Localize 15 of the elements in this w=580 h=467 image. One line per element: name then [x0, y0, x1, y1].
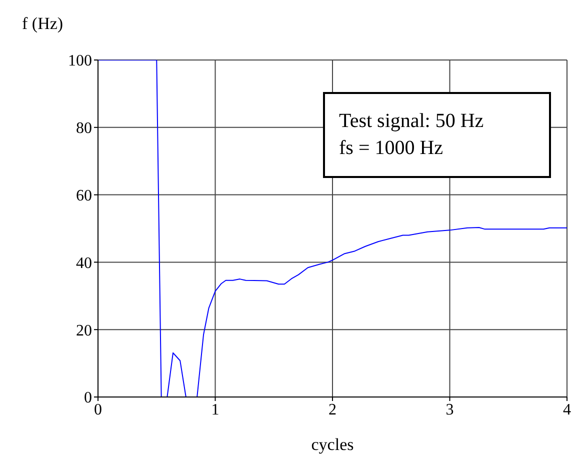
x-axis-title: cycles [310, 434, 355, 456]
y-tick-label: 40 [76, 254, 92, 272]
y-axis-title: f (Hz) [22, 14, 64, 34]
y-tick-label: 80 [76, 120, 92, 138]
y-tick-label: 60 [76, 187, 92, 204]
annotation: fs = 1000 Hz [339, 136, 444, 161]
text-box: Test signal: 50 Hz fs = 1000 Hz [323, 92, 551, 178]
x-tick-label: 2 [328, 401, 336, 418]
y-tick-label: 0 [84, 390, 92, 407]
x-tick-label: 3 [446, 401, 454, 418]
x-tick-label: 4 [563, 401, 571, 418]
x-tick-label: 1 [211, 401, 220, 418]
annotation: Test signal: 50 Hz [339, 109, 485, 134]
y-tick-label: 20 [76, 322, 92, 340]
y-tick-label: 100 [68, 52, 92, 70]
